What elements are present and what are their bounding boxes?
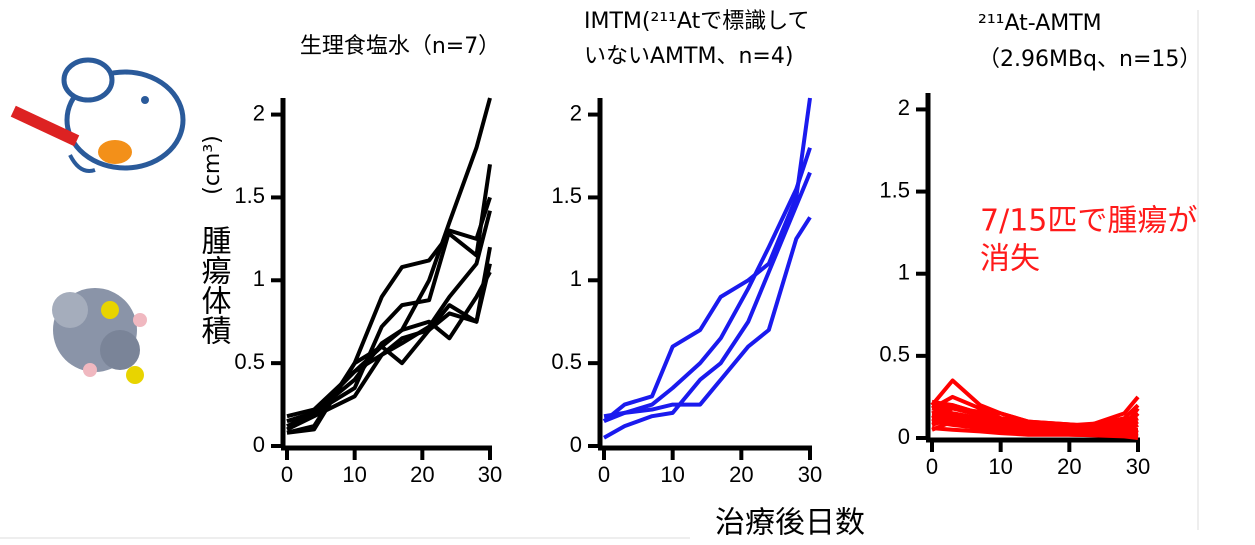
- x-tick-label: 10: [660, 462, 684, 487]
- x-tick-label: 10: [988, 454, 1012, 479]
- x-tick-label: 0: [598, 462, 610, 487]
- data-line: [287, 272, 490, 421]
- x-axis-label: 治療後日数: [715, 506, 865, 541]
- y-tick-label: 0: [570, 432, 582, 457]
- y-tick-label: 1: [570, 266, 582, 291]
- y-tick-label: 1.5: [879, 177, 910, 202]
- panel-title: 生理食塩水（n=7）: [300, 34, 500, 59]
- y-tick-label: 2: [898, 95, 910, 120]
- x-tick-label: 20: [1057, 454, 1081, 479]
- y-axis-unit: (cm³): [200, 135, 225, 195]
- y-tick-label: 1: [898, 260, 910, 285]
- x-tick-label: 20: [729, 462, 753, 487]
- figure: 00.511.520102030生理食塩水（n=7）(cm³)腫瘍体積00.51…: [0, 0, 1255, 545]
- annotation: 消失: [980, 242, 1040, 277]
- x-tick-label: 20: [410, 462, 434, 487]
- panel-title: ²¹¹At-AMTM: [978, 11, 1102, 36]
- y-tick-label: 2: [253, 100, 265, 125]
- panel-title: IMTM(²¹¹Atで標識して: [584, 9, 810, 34]
- y-tick-label: 0.5: [551, 349, 582, 374]
- y-tick-label: 2: [570, 100, 582, 125]
- y-tick-label: 0.5: [234, 349, 265, 374]
- x-tick-label: 30: [798, 462, 822, 487]
- y-tick-label: 1.5: [234, 183, 265, 208]
- y-tick-label: 0.5: [879, 342, 910, 367]
- y-axis-label: 腫瘍体積: [196, 225, 232, 345]
- x-tick-label: 30: [1126, 454, 1150, 479]
- y-tick-label: 1: [253, 266, 265, 291]
- tumor-icon: [52, 288, 147, 384]
- data-line: [287, 98, 490, 421]
- x-tick-label: 10: [342, 462, 366, 487]
- x-tick-label: 0: [281, 462, 293, 487]
- panel-title: いないAMTM、n=4): [584, 44, 793, 69]
- data-line: [287, 164, 490, 432]
- x-tick-label: 30: [478, 462, 502, 487]
- y-tick-label: 1.5: [551, 183, 582, 208]
- y-tick-label: 0: [253, 432, 265, 457]
- mouse-icon: [11, 60, 183, 171]
- panel-title: （2.96MBq、n=15）: [978, 47, 1201, 72]
- x-tick-label: 0: [926, 454, 938, 479]
- y-tick-label: 0: [898, 424, 910, 449]
- annotation: 7/15匹で腫瘍が: [980, 204, 1197, 239]
